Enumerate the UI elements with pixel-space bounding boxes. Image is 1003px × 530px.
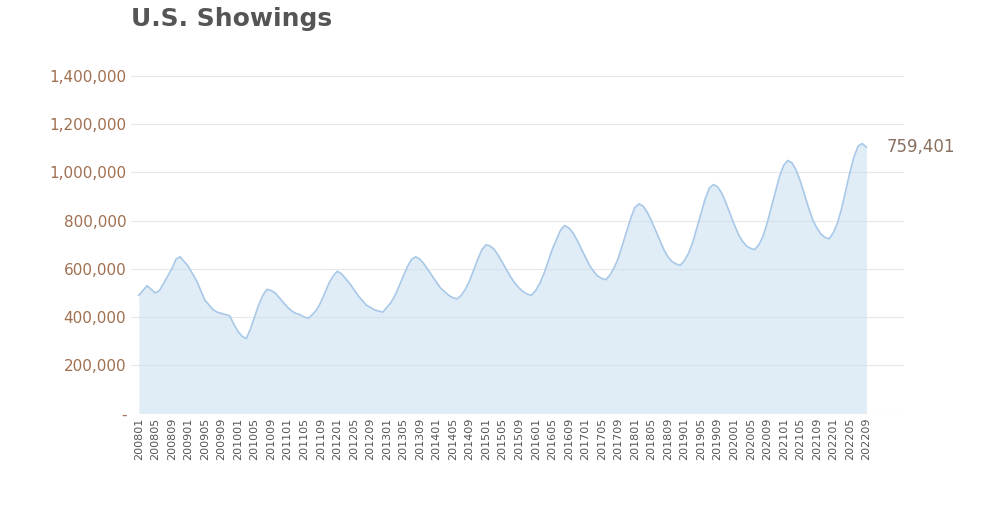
Text: 759,401: 759,401 bbox=[887, 138, 955, 156]
Text: U.S. Showings: U.S. Showings bbox=[130, 7, 331, 31]
